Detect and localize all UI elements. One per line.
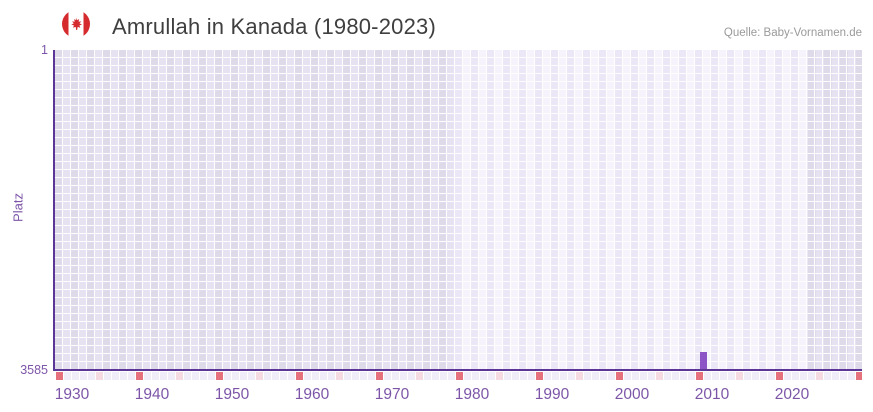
x-tick-2010: 2010 — [694, 386, 730, 403]
x-tick-2020: 2020 — [774, 386, 810, 403]
x-tick-1980: 1980 — [454, 386, 490, 403]
x-tick-1950: 1950 — [214, 386, 250, 403]
x-tick-1940: 1940 — [134, 386, 170, 403]
x-axis-tick-labels: 1930 1940 1950 1960 1970 1980 1990 2000 2010 2020 — [55, 386, 862, 406]
x-tick-2000: 2000 — [614, 386, 650, 403]
y-tick-bottom: 3585 — [20, 363, 48, 377]
canada-flag-icon — [62, 10, 90, 38]
plot-area — [55, 50, 862, 369]
x-tick-1960: 1960 — [294, 386, 330, 403]
x-tick-1970: 1970 — [374, 386, 410, 403]
source-credit: Quelle: Baby-Vornamen.de — [723, 27, 862, 39]
y-axis-line — [53, 50, 55, 371]
year-marker-strip — [56, 372, 862, 380]
y-axis-label: Platz — [10, 193, 26, 222]
x-axis-line — [53, 369, 862, 371]
grid-overlay — [55, 50, 862, 369]
chart-title: Amrullah in Kanada (1980-2023) — [112, 14, 436, 39]
x-tick-1930: 1930 — [54, 386, 90, 403]
y-tick-top: 1 — [41, 43, 48, 57]
rank-bar-2009[interactable] — [700, 352, 707, 369]
x-tick-1990: 1990 — [534, 386, 570, 403]
